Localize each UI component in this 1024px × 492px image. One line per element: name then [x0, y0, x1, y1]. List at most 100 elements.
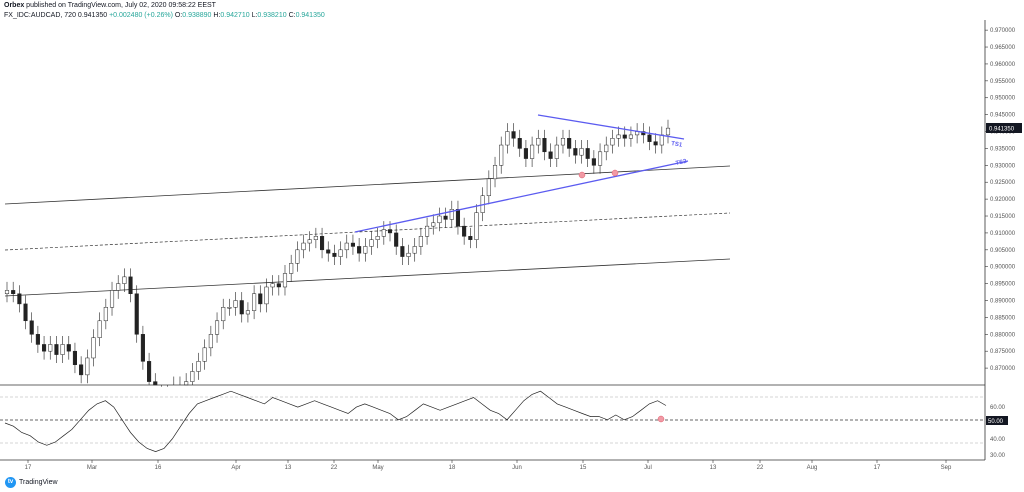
candle-body: [295, 249, 300, 264]
price-tick-label: 0.935000: [990, 146, 1016, 152]
candle: [443, 207, 448, 228]
price-tick-label: 0.960000: [990, 62, 1016, 68]
candle: [554, 136, 559, 168]
candle-body: [264, 286, 269, 305]
low-label: L:: [251, 12, 258, 19]
candle-body: [11, 290, 16, 294]
candle-body: [276, 283, 281, 288]
candle: [54, 335, 59, 364]
candles: [4, 119, 671, 387]
candle-body: [42, 344, 47, 352]
candle: [468, 227, 473, 249]
candle-body: [153, 381, 158, 386]
tradingview-logo-icon[interactable]: tv: [5, 477, 16, 488]
candle: [560, 129, 566, 154]
price-tick-label: 0.880000: [990, 332, 1016, 338]
candle: [72, 342, 78, 374]
candle-body: [511, 131, 516, 139]
candle-body: [412, 246, 417, 254]
candle: [11, 281, 16, 303]
candle: [264, 278, 269, 313]
candle-body: [604, 144, 609, 153]
candle: [153, 373, 158, 386]
candle-body: [548, 151, 553, 159]
candle: [332, 244, 337, 266]
price-axis: 0.970000 0.965000 0.960000 0.955000 0.950000…: [985, 28, 1016, 372]
candle: [437, 207, 442, 232]
high-value: 0.942710: [220, 12, 250, 19]
time-tick-label: May: [372, 465, 383, 471]
candle: [122, 268, 127, 293]
candle: [35, 325, 40, 353]
candle-body: [227, 307, 232, 309]
time-tick-label: Mar: [87, 465, 97, 471]
candle-body: [35, 334, 40, 345]
candle-body: [282, 273, 288, 288]
osc-level-badge-text: 50.00: [988, 419, 1004, 425]
candle: [29, 312, 34, 343]
candle: [91, 329, 96, 367]
candle-body: [567, 138, 572, 149]
candle-body: [23, 303, 28, 322]
candle-body: [128, 276, 133, 294]
candle: [79, 356, 84, 384]
low-value: 0.938210: [257, 12, 287, 19]
candle: [313, 227, 318, 249]
time-tick-label: Jul: [644, 465, 652, 471]
candle: [338, 241, 343, 266]
candle: [320, 227, 325, 259]
candle-body: [190, 371, 195, 382]
time-tick-label: Jun: [512, 465, 522, 471]
time-tick-label: Aug: [807, 465, 818, 471]
candle-body: [320, 236, 325, 251]
osc-marker: [657, 415, 665, 423]
candle: [4, 281, 10, 303]
candle-body: [400, 246, 405, 257]
candle: [610, 129, 615, 154]
footer: tv TradingView: [5, 477, 58, 488]
candle: [616, 126, 621, 147]
publisher-name[interactable]: Orbex: [4, 2, 25, 9]
footer-brand[interactable]: TradingView: [19, 479, 58, 486]
candle-body: [116, 283, 121, 291]
candle-body: [332, 252, 337, 257]
candle-body: [29, 320, 34, 335]
candle: [48, 335, 53, 360]
candle-body: [610, 138, 615, 146]
upper-trendline: [537, 114, 685, 140]
candle: [23, 295, 28, 330]
open-value: 0.938890: [182, 12, 212, 19]
candle-body: [443, 215, 448, 220]
candle: [536, 129, 541, 154]
candle: [214, 312, 220, 343]
oscillator-panel: [0, 390, 985, 452]
candle: [548, 143, 553, 168]
candle-body: [474, 212, 479, 240]
candle-body: [462, 225, 467, 237]
symbol-legend: FX_IDC:AUDCAD, 720 0.941350 +0.002480 (+…: [4, 11, 325, 20]
channel-lines: [4, 165, 731, 297]
candle-body: [622, 134, 627, 139]
candle: [350, 234, 355, 255]
price-tick-label: 0.895000: [990, 282, 1016, 288]
publish-text: published on TradingView.com, July 02, 2…: [24, 2, 216, 9]
candle: [227, 298, 232, 316]
candle: [523, 139, 528, 168]
price-tick-label: 0.910000: [990, 231, 1016, 237]
candle: [653, 133, 658, 154]
candle-body: [147, 361, 152, 382]
price-tick-label: 0.875000: [990, 349, 1016, 355]
candle-body: [140, 334, 145, 362]
candle: [530, 136, 535, 168]
candle: [641, 123, 646, 144]
candle-body: [375, 236, 380, 240]
price-tick-label: 0.950000: [990, 96, 1016, 102]
candle: [270, 275, 275, 296]
candle: [381, 221, 386, 245]
candle: [128, 268, 133, 303]
lower-trendline: [354, 160, 689, 233]
price-tick-label: 0.915000: [990, 214, 1016, 220]
symbol-ticker[interactable]: FX_IDC:AUDCAD, 720: [4, 12, 76, 19]
candle: [60, 335, 65, 364]
